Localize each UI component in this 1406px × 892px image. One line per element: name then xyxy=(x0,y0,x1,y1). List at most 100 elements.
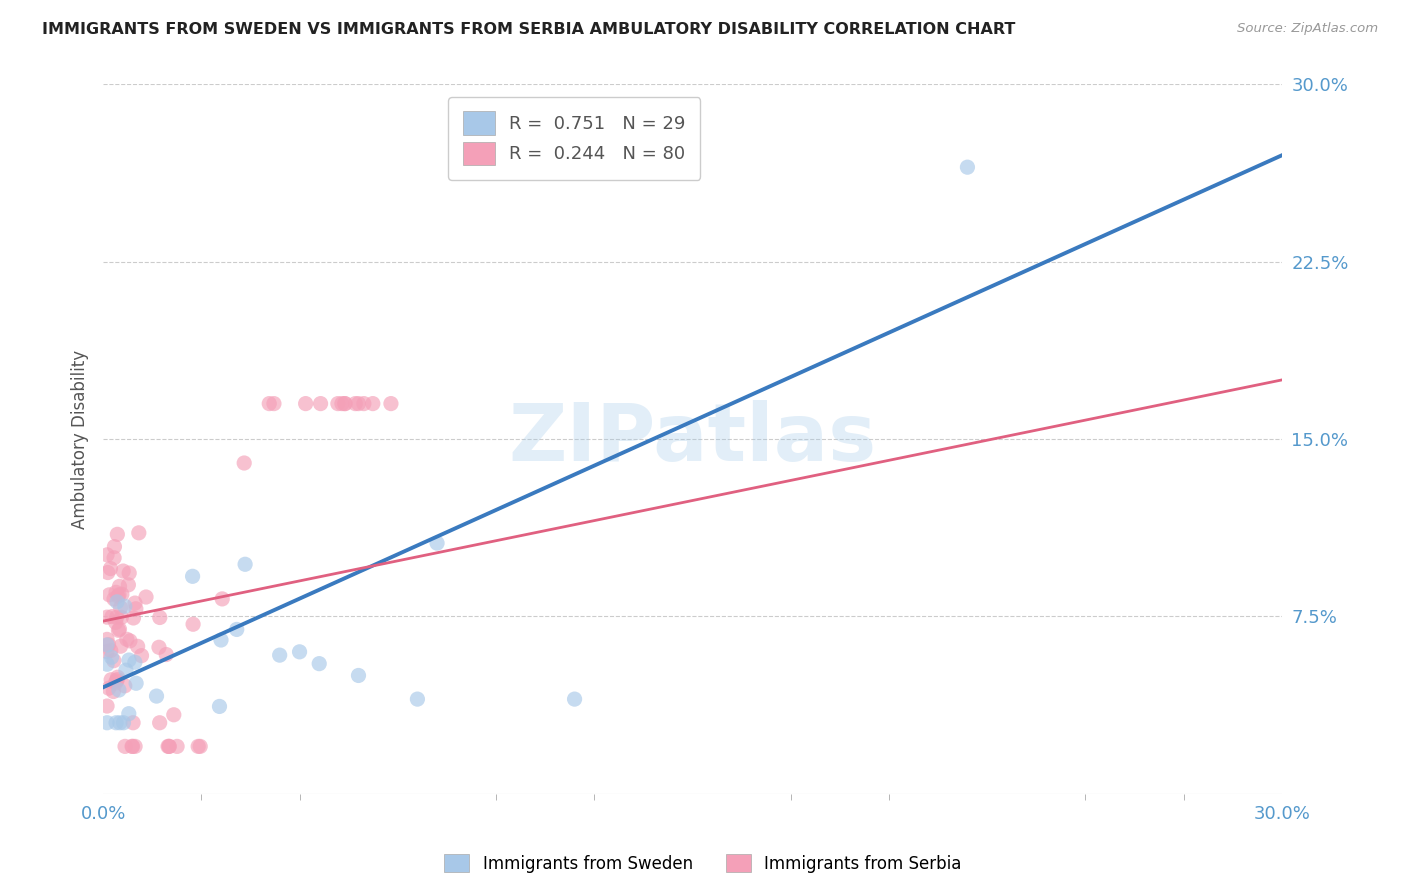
Point xyxy=(157,739,180,754)
Point xyxy=(121,739,143,754)
Point xyxy=(124,596,146,610)
Point xyxy=(148,640,170,655)
Point xyxy=(211,591,233,606)
Point xyxy=(347,396,370,410)
Point xyxy=(333,396,356,410)
Point xyxy=(149,610,172,624)
Point xyxy=(149,715,172,730)
Point xyxy=(96,610,118,624)
Point xyxy=(347,668,370,682)
Point xyxy=(103,540,125,554)
Point xyxy=(269,648,291,662)
Point xyxy=(103,592,125,607)
Point xyxy=(107,589,129,603)
Point xyxy=(105,715,128,730)
Point xyxy=(288,645,311,659)
Point xyxy=(208,699,231,714)
Point xyxy=(564,692,586,706)
Point xyxy=(956,160,979,174)
Point xyxy=(121,739,143,754)
Point xyxy=(105,610,128,624)
Point xyxy=(107,624,129,638)
Point xyxy=(163,707,186,722)
Point xyxy=(259,396,281,410)
Point xyxy=(112,564,135,578)
Point xyxy=(308,657,330,671)
Point xyxy=(125,676,148,690)
Point xyxy=(101,609,124,624)
Point xyxy=(330,396,353,410)
Point xyxy=(127,640,149,654)
Legend: R =  0.751   N = 29, R =  0.244   N = 80: R = 0.751 N = 29, R = 0.244 N = 80 xyxy=(449,97,700,179)
Point xyxy=(124,655,146,669)
Point xyxy=(344,396,367,410)
Point xyxy=(103,654,125,668)
Text: Source: ZipAtlas.com: Source: ZipAtlas.com xyxy=(1237,22,1378,36)
Point xyxy=(157,739,180,754)
Point xyxy=(103,550,125,565)
Point xyxy=(135,590,157,604)
Point xyxy=(309,396,332,410)
Point xyxy=(225,623,247,637)
Text: IMMIGRANTS FROM SWEDEN VS IMMIGRANTS FROM SERBIA AMBULATORY DISABILITY CORRELATI: IMMIGRANTS FROM SWEDEN VS IMMIGRANTS FRO… xyxy=(42,22,1015,37)
Point xyxy=(333,396,356,410)
Point xyxy=(233,558,256,572)
Point xyxy=(111,587,134,601)
Point xyxy=(124,739,146,754)
Point xyxy=(209,632,232,647)
Point xyxy=(131,648,153,663)
Point xyxy=(118,566,141,580)
Point xyxy=(103,684,125,698)
Point xyxy=(105,673,128,687)
Y-axis label: Ambulatory Disability: Ambulatory Disability xyxy=(72,350,89,529)
Point xyxy=(181,617,204,632)
Point xyxy=(108,579,131,593)
Legend: Immigrants from Sweden, Immigrants from Serbia: Immigrants from Sweden, Immigrants from … xyxy=(437,847,969,880)
Point xyxy=(97,681,120,696)
Point xyxy=(96,638,118,652)
Point xyxy=(114,739,136,754)
Point xyxy=(128,525,150,540)
Point xyxy=(122,715,145,730)
Point xyxy=(181,569,204,583)
Point xyxy=(105,673,128,688)
Point xyxy=(118,653,141,667)
Point xyxy=(263,396,285,410)
Point xyxy=(353,396,375,410)
Point xyxy=(114,599,136,614)
Text: ZIPatlas: ZIPatlas xyxy=(509,400,876,478)
Point xyxy=(380,396,402,410)
Point xyxy=(96,699,118,714)
Point xyxy=(104,615,127,630)
Point xyxy=(105,527,128,541)
Point xyxy=(125,602,148,616)
Point xyxy=(233,456,256,470)
Point xyxy=(105,585,128,599)
Point xyxy=(114,679,136,693)
Point xyxy=(426,536,449,550)
Point xyxy=(97,566,120,580)
Point xyxy=(110,639,132,653)
Point xyxy=(100,561,122,575)
Point xyxy=(100,650,122,665)
Point xyxy=(122,611,145,625)
Point xyxy=(108,683,131,698)
Point xyxy=(96,632,118,647)
Point xyxy=(294,396,316,410)
Point xyxy=(157,739,180,754)
Point xyxy=(145,689,167,703)
Point xyxy=(96,548,118,562)
Point xyxy=(155,648,177,662)
Point xyxy=(108,622,131,636)
Point xyxy=(100,673,122,687)
Point xyxy=(118,706,141,721)
Point xyxy=(112,715,135,730)
Point xyxy=(187,739,209,754)
Point xyxy=(188,739,211,754)
Point xyxy=(98,588,121,602)
Point xyxy=(96,644,118,658)
Point xyxy=(115,632,138,647)
Point xyxy=(406,692,429,706)
Point xyxy=(107,670,129,684)
Point xyxy=(110,610,132,624)
